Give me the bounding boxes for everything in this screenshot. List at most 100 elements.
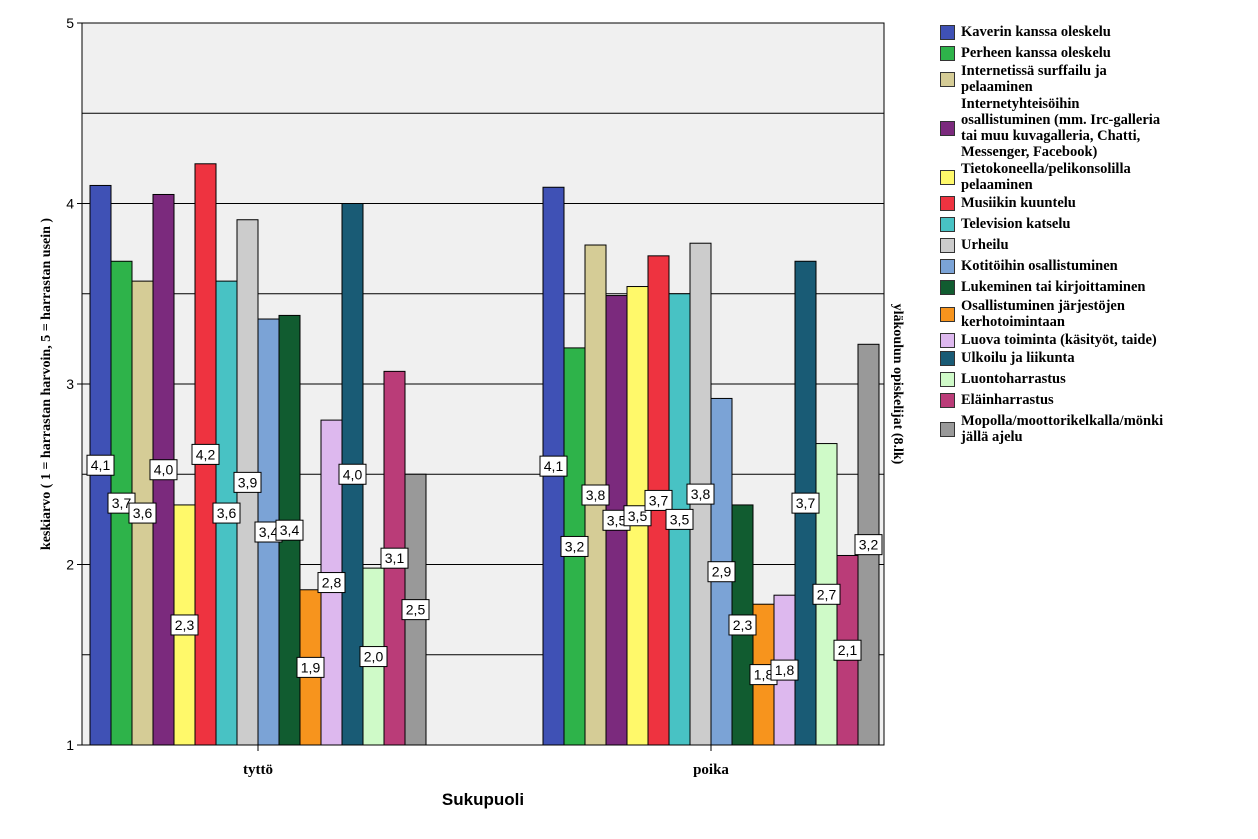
x-axis-title: Sukupuoli (442, 790, 524, 809)
legend-swatch (940, 195, 955, 211)
data-label: 3,4 (275, 519, 304, 541)
legend-swatch (940, 24, 955, 40)
data-label-text: 2,3 (733, 617, 753, 633)
legend-item: Eläinharrastus (940, 392, 1240, 408)
data-label: 3,7 (107, 492, 136, 514)
legend-item: Television katselu (940, 216, 1240, 232)
legend-swatch (940, 216, 955, 232)
legend-swatch (940, 71, 955, 87)
data-label-text: 1,9 (301, 659, 321, 675)
data-label: 3,7 (644, 489, 673, 511)
y-axis-title: keskiarvo ( 1 = harrastan harvoin, 5 = h… (39, 218, 54, 550)
data-label: 2,7 (812, 583, 841, 605)
legend-label: Internetyhteisöihin osallistuminen (mm. I… (961, 96, 1161, 160)
data-label-text: 2,9 (712, 564, 732, 580)
legend-swatch (940, 279, 955, 295)
data-label-text: 3,9 (238, 474, 258, 490)
data-label-text: 3,2 (859, 537, 879, 553)
data-label: 4,0 (338, 463, 367, 485)
data-label: 3,8 (686, 483, 715, 505)
x-tick-label: poika (693, 762, 729, 778)
data-label: 2,8 (317, 572, 346, 594)
legend-item: Mopolla/moottorikelkalla/mönki jällä ajel… (940, 413, 1240, 445)
legend-label: Kaverin kanssa oleskelu (961, 24, 1111, 40)
legend-label: Lukeminen tai kirjoittaminen (961, 279, 1146, 295)
data-label: 3,6 (128, 502, 157, 524)
data-label: 2,1 (833, 639, 862, 661)
data-label-text: 3,1 (385, 550, 405, 566)
data-label-text: 2,0 (364, 649, 384, 665)
legend-item: Luova toiminta (käsityöt, taide) (940, 332, 1240, 348)
data-label: 3,8 (581, 484, 610, 506)
data-label: 4,2 (191, 443, 220, 465)
data-label: 3,5 (665, 508, 694, 530)
legend-label: Ulkoilu ja liikunta (961, 350, 1075, 366)
data-label: 4,0 (149, 459, 178, 481)
data-label: 1,8 (749, 664, 778, 686)
legend-item: Perheen kanssa oleskelu (940, 45, 1240, 61)
legend-swatch (940, 421, 955, 437)
data-label-text: 4,2 (196, 446, 216, 462)
data-label-text: 2,7 (817, 586, 837, 602)
data-label-text: 4,0 (154, 462, 174, 478)
y-tick-label: 1 (66, 737, 74, 753)
data-label: 2,5 (401, 599, 430, 621)
legend-item: Osallistuminen järjestöjen kerhotoimintaa… (940, 298, 1240, 330)
data-label-text: 3,5 (670, 511, 690, 527)
data-label-text: 3,5 (628, 508, 648, 524)
legend-item: Internetissä surffailu ja pelaaminen (940, 63, 1240, 95)
legend-swatch (940, 371, 955, 387)
legend-swatch (940, 120, 955, 136)
legend-label: Luontoharrastus (961, 371, 1066, 387)
data-label-text: 1,8 (754, 667, 774, 683)
legend-swatch (940, 45, 955, 61)
data-label: 3,6 (212, 502, 241, 524)
x-axis-ticks: tyttö poika (243, 745, 729, 778)
data-label-text: 3,8 (586, 487, 606, 503)
legend-item: Internetyhteisöihin osallistuminen (mm. I… (940, 96, 1240, 160)
legend-item: Musiikin kuuntelu (940, 195, 1240, 211)
legend-label: Osallistuminen järjestöjen kerhotoimintaa… (961, 298, 1125, 330)
data-label-text: 1,8 (775, 662, 795, 678)
data-label-text: 2,3 (175, 617, 195, 633)
data-label-text: 3,7 (649, 492, 669, 508)
legend-swatch (940, 332, 955, 348)
legend-label: Urheilu (961, 237, 1009, 253)
legend-label: Luova toiminta (käsityöt, taide) (961, 332, 1157, 348)
data-label: 1,8 (770, 659, 799, 681)
data-label: 2,9 (707, 561, 736, 583)
legend-item: Lukeminen tai kirjoittaminen (940, 279, 1240, 295)
data-label: 2,3 (728, 614, 757, 636)
data-label-text: 3,5 (607, 512, 627, 528)
legend-label: Eläinharrastus (961, 392, 1054, 408)
y-axis-ticks: 1 2 3 4 5 (66, 15, 82, 753)
data-label: 4,1 (539, 455, 568, 477)
data-label: 3,2 (854, 534, 883, 556)
legend-item: Luontoharrastus (940, 371, 1240, 387)
legend-label: Television katselu (961, 216, 1071, 232)
y-tick-label: 3 (66, 376, 74, 392)
legend-swatch (940, 392, 955, 408)
data-label: 3,9 (233, 471, 262, 493)
data-label: 4,1 (86, 454, 115, 476)
legend-item: Urheilu (940, 237, 1240, 253)
data-label-text: 3,6 (133, 505, 153, 521)
legend-swatch (940, 258, 955, 274)
data-label: 1,9 (296, 656, 325, 678)
legend-item: Ulkoilu ja liikunta (940, 350, 1240, 366)
legend-label: Internetissä surffailu ja pelaaminen (961, 63, 1107, 95)
y-tick-label: 2 (66, 557, 74, 573)
data-label: 3,1 (380, 547, 409, 569)
data-label: 3,5 (602, 509, 631, 531)
data-label-text: 4,0 (343, 466, 363, 482)
y-tick-label: 5 (66, 15, 74, 31)
value-labels-group: 4,1 4,13,73,23,63,84,03,52,33,54,23,73,6 3… (86, 443, 883, 686)
legend-label: Kotitöihin osallistuminen (961, 258, 1118, 274)
data-label-text: 3,7 (112, 495, 132, 511)
data-label-text: 2,5 (406, 602, 426, 618)
legend-swatch (940, 350, 955, 366)
data-label: 3,5 (623, 505, 652, 527)
data-label-text: 3,6 (217, 505, 237, 521)
panel-label: yläkoulun opiskelijat (8.lk) (890, 304, 905, 465)
